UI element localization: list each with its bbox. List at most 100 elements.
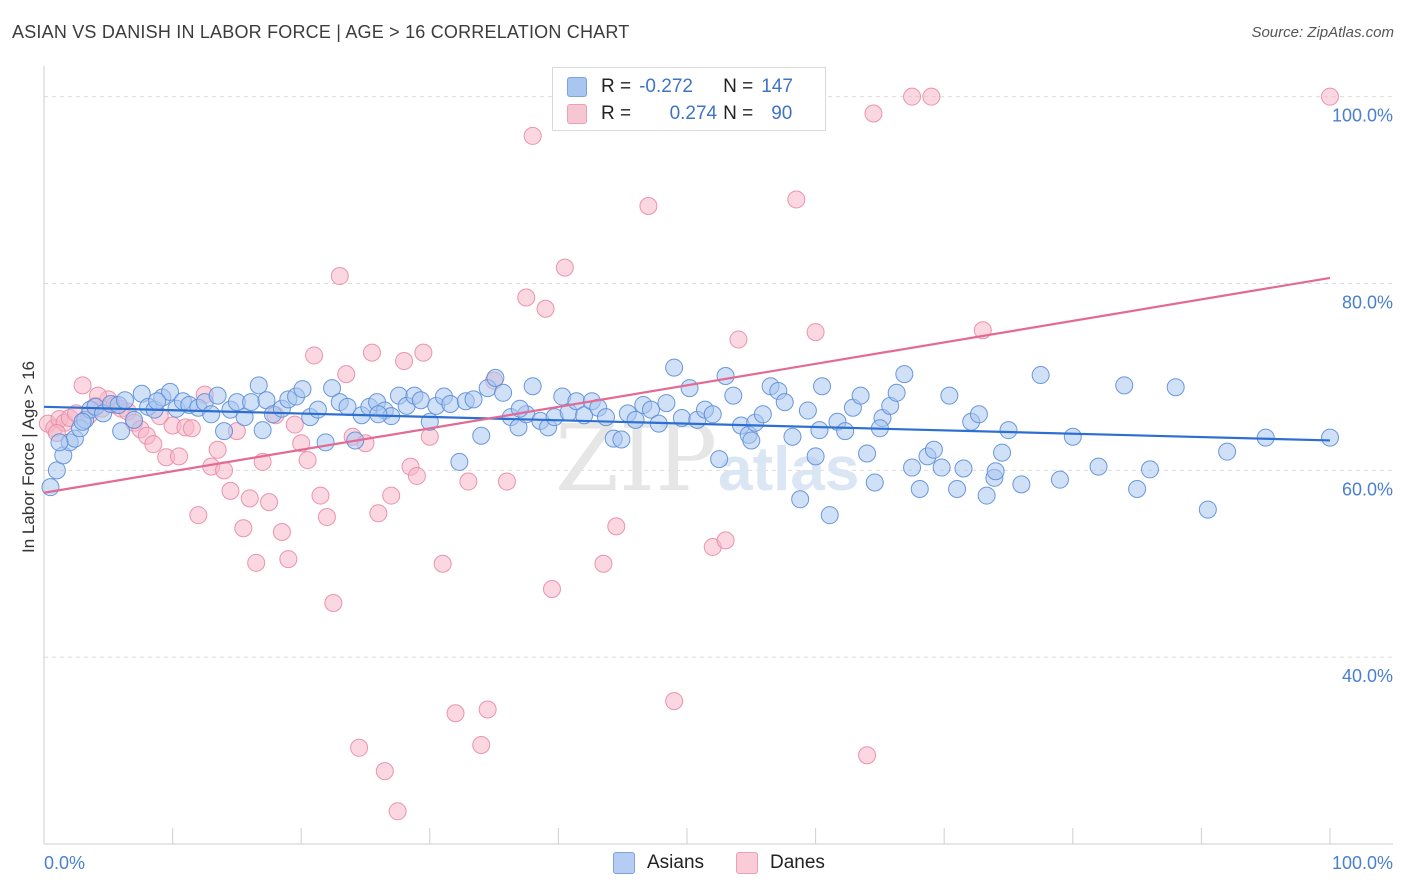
legend-n-value: 90 <box>771 103 793 124</box>
asians-point <box>1012 475 1031 494</box>
danes-point <box>665 692 684 711</box>
asians-point <box>858 444 877 463</box>
asians-point <box>1050 470 1069 489</box>
danes-point <box>324 593 343 612</box>
asians-point <box>932 458 951 477</box>
danes-point <box>806 323 825 342</box>
legend-n-label: N = <box>723 76 754 97</box>
legend-r-value: -0.272 <box>639 76 693 97</box>
danes-point <box>472 735 491 754</box>
danes-point <box>247 553 266 572</box>
asians-point <box>665 358 684 377</box>
danes-point <box>922 87 941 106</box>
asians-point <box>993 443 1012 462</box>
danes-point <box>260 493 279 512</box>
chart-title: ASIAN VS DANISH IN LABOR FORCE | AGE > 1… <box>12 22 630 42</box>
asians-point <box>977 486 996 505</box>
danes-point <box>414 343 433 362</box>
danes-swatch <box>736 852 758 874</box>
danes-point <box>292 434 311 453</box>
asians-point <box>441 395 460 414</box>
axes <box>43 66 1393 845</box>
danes-point <box>208 440 227 459</box>
danes-point <box>864 104 883 123</box>
danes-point <box>716 531 735 550</box>
y-tick-label: 80.0% <box>1342 293 1393 313</box>
asians-point <box>820 506 839 525</box>
bottom-legend-asians[interactable]: Asians <box>613 852 704 874</box>
asians-point <box>523 377 542 396</box>
danes-point <box>446 704 465 723</box>
y-tick-labels: 40.0% 60.0% 80.0% 100.0% <box>1332 106 1393 686</box>
danes-point <box>144 435 163 454</box>
danes-swatch <box>567 104 587 124</box>
asians-point <box>1140 460 1159 479</box>
asians-point <box>148 392 167 411</box>
asians-point <box>249 376 268 395</box>
danes-point <box>858 746 877 765</box>
danes-point <box>330 267 349 286</box>
danes-trend-line <box>43 276 1331 494</box>
asians-point <box>411 391 430 410</box>
danes-point <box>221 481 240 500</box>
legend-r-value: 0.274 <box>669 103 718 124</box>
asians-point <box>1321 428 1339 447</box>
asians-point <box>1218 442 1237 461</box>
asians-point <box>242 393 261 412</box>
asians-point <box>851 386 870 405</box>
asians-point <box>680 379 699 398</box>
asians-point <box>208 386 227 405</box>
danes-point <box>73 376 92 395</box>
asians-point <box>596 408 615 427</box>
asians-point <box>1031 366 1050 385</box>
danes-point <box>1321 87 1339 106</box>
legend-row-danes: R = 0.274 N = 90 <box>567 100 792 128</box>
danes-point <box>497 472 516 491</box>
asians-swatch <box>613 852 635 874</box>
danes-point <box>517 288 536 307</box>
asians-point <box>910 480 929 499</box>
asians-point <box>50 433 69 452</box>
asians-point <box>703 405 722 424</box>
danes-point <box>729 330 748 349</box>
asians-point <box>986 462 1005 481</box>
asians-point <box>836 422 855 441</box>
danes-point <box>285 415 304 434</box>
danes-point <box>382 486 401 505</box>
x-tick-right: 100.0% <box>1332 853 1393 873</box>
bottom-legend-danes[interactable]: Danes <box>736 852 825 874</box>
danes-point <box>536 299 555 318</box>
asians-point <box>783 427 802 446</box>
asians-point <box>612 430 631 449</box>
asians-point <box>887 383 906 402</box>
asians-point <box>253 421 272 440</box>
danes-point <box>787 190 806 209</box>
danes-point <box>189 506 208 525</box>
danes-point <box>433 554 452 573</box>
asians-point <box>641 400 660 419</box>
legend-r-label: R = <box>601 103 632 124</box>
asians-point <box>112 422 131 441</box>
asians-label: Asians <box>647 852 705 873</box>
asians-point <box>924 440 943 459</box>
asians-point <box>940 386 959 405</box>
danes-point <box>555 258 574 277</box>
asians-point <box>486 368 505 387</box>
danes-point <box>182 419 201 438</box>
asians-point <box>813 377 832 396</box>
danes-point <box>523 126 542 145</box>
danes-point <box>459 472 478 491</box>
asians-point <box>954 459 973 478</box>
danes-point <box>369 504 388 523</box>
watermark-atlas: atlas <box>718 435 859 504</box>
asians-point <box>494 383 513 402</box>
danes-point <box>639 196 658 215</box>
asians-point <box>775 393 794 412</box>
asians-point <box>161 382 180 401</box>
asians-point <box>753 405 772 424</box>
asians-point <box>895 365 914 384</box>
y-tick-label: 100.0% <box>1332 106 1393 126</box>
trend-lines <box>43 276 1331 494</box>
asians-point <box>1063 427 1082 446</box>
asians-point <box>73 412 92 431</box>
